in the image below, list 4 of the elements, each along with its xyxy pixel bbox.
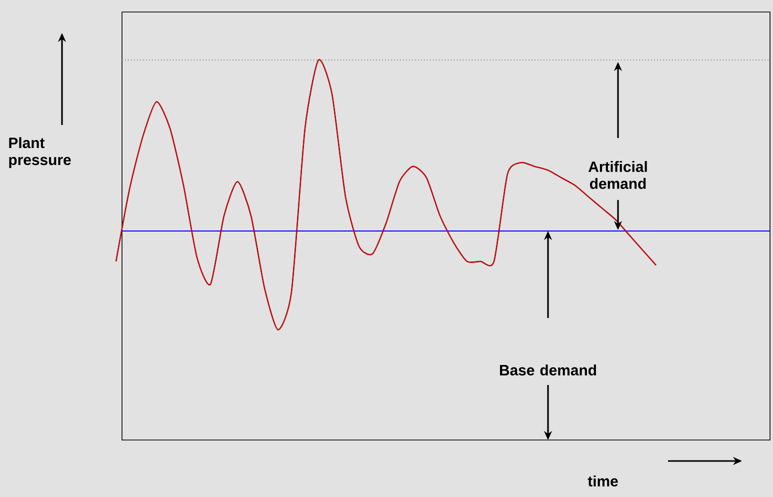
y-axis-title: Plant pressure [9,137,71,168]
x-axis-title: time [588,476,618,486]
annotation: Base demand [500,364,596,376]
annotation: Artificial demand [588,161,647,189]
